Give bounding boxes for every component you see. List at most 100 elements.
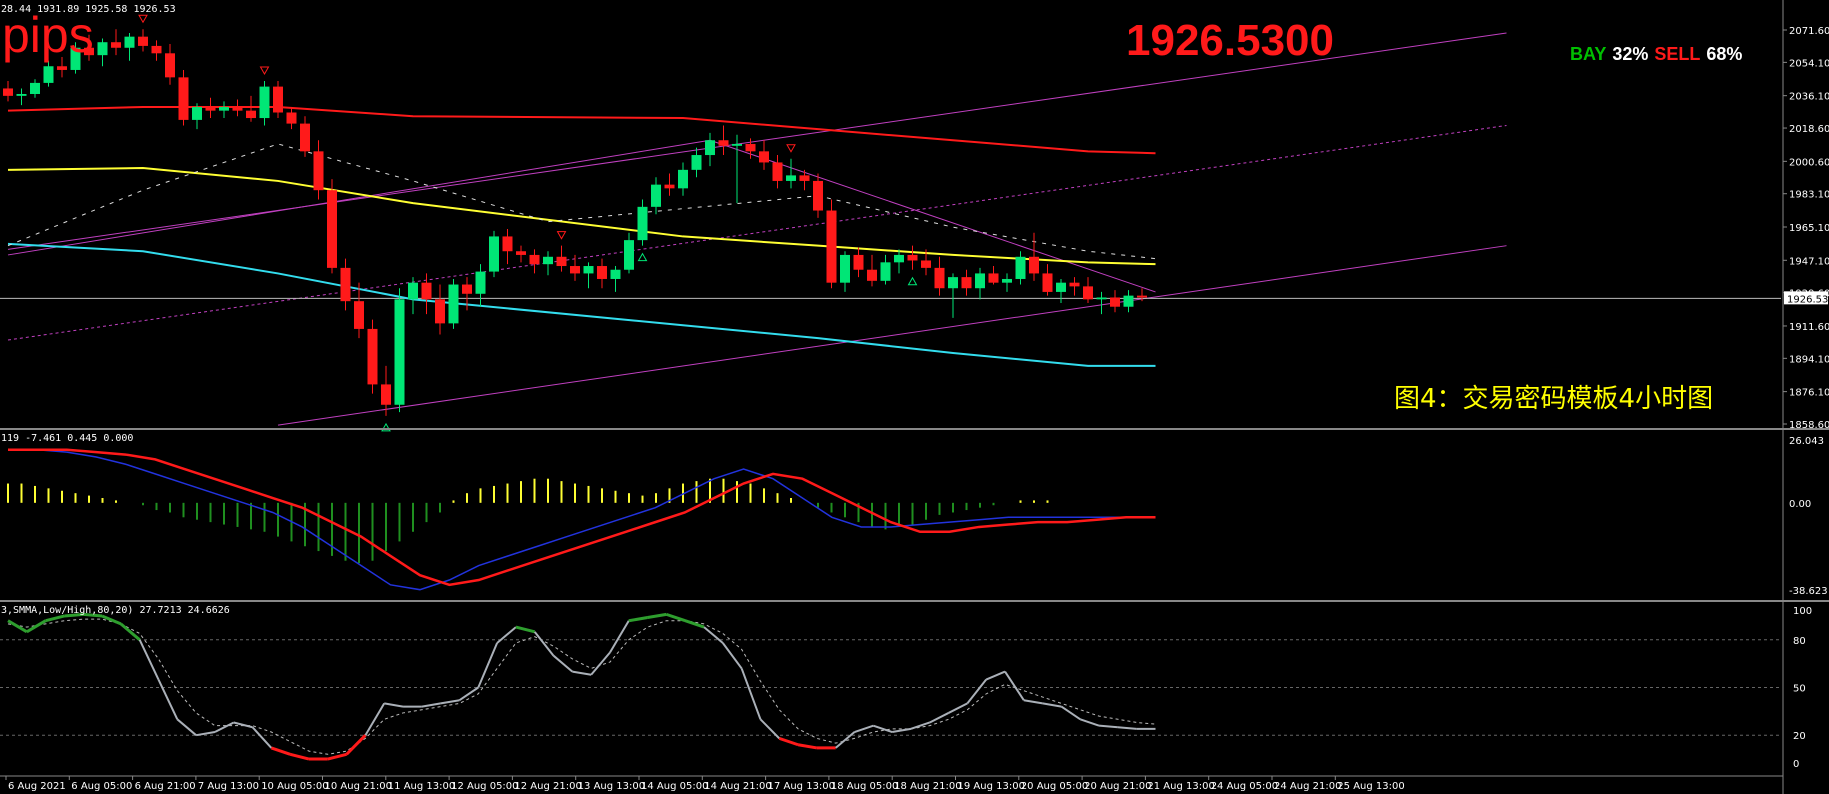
candle: [583, 262, 594, 289]
candle-body: [1069, 282, 1080, 287]
candle-body: [516, 251, 526, 255]
candle-body: [408, 282, 418, 300]
candle: [894, 249, 904, 274]
candle: [124, 32, 135, 61]
candle: [327, 179, 337, 274]
price-tick-label: 1876.10: [1789, 388, 1829, 399]
candle: [1056, 278, 1066, 304]
sell-pct: 68%: [1706, 44, 1743, 64]
current-price-box: [1784, 291, 1828, 305]
time-tick-label: 14 Aug 21:00: [704, 781, 771, 792]
current-price-tag: 1926.53: [1787, 294, 1828, 305]
bay-label: BAY: [1570, 44, 1607, 64]
candle: [205, 97, 216, 119]
stoch-main-segment: [1117, 726, 1137, 730]
candle-body: [435, 299, 445, 324]
candle: [300, 116, 310, 157]
candle-body: [273, 86, 283, 113]
stoch-main-segment: [854, 724, 874, 733]
time-tick-label: 6 Aug 21:00: [135, 781, 196, 792]
stoch-main-segment: [83, 612, 103, 618]
price-axis: 2071.60 2054.10 2036.10 2018.60 2000.60 1983.…: [1783, 26, 1829, 770]
candle-body: [556, 256, 567, 267]
macd-tick-label: -38.623: [1789, 586, 1828, 597]
stoch-main-segment: [891, 727, 912, 734]
candle-body: [651, 184, 661, 207]
candle: [799, 169, 810, 191]
stoch-main-segment: [64, 612, 84, 618]
stoch-main-segment: [1098, 724, 1118, 729]
candle-body: [637, 206, 648, 241]
time-tick-label: 11 Aug 13:00: [388, 781, 455, 792]
time-tick-label: 13 Aug 13:00: [578, 781, 645, 792]
candle-body: [786, 175, 796, 181]
candle: [165, 44, 175, 85]
stoch-main-segment: [929, 712, 950, 724]
stoch-main-segment: [797, 743, 818, 750]
candle-body: [921, 260, 931, 268]
candle: [745, 138, 756, 159]
stoch-main-segment: [572, 670, 592, 676]
candle: [664, 173, 675, 196]
candle-body: [286, 112, 297, 124]
candle: [759, 140, 769, 170]
candle-body: [799, 175, 810, 181]
stoch-tick-label: 80: [1793, 636, 1806, 647]
price-tick-label: 2036.10: [1789, 92, 1829, 103]
time-tick-label: 17 Aug 13:00: [768, 781, 835, 792]
candle: [1042, 264, 1053, 296]
candle: [853, 247, 864, 278]
candle: [1083, 277, 1093, 304]
macd-panel: [7, 448, 1156, 591]
price-panel: [0, 14, 1781, 432]
stoch-main-segment: [45, 614, 65, 623]
stochastic-panel: [0, 612, 1781, 761]
candle: [408, 277, 418, 315]
price-info-line: 28.44 1931.89 1925.58 1926.53: [1, 4, 176, 15]
time-tick-label: 24 Aug 21:00: [1274, 781, 1341, 792]
time-tick-label: 10 Aug 05:00: [261, 781, 328, 792]
candle: [462, 277, 472, 311]
stoch-main-segment: [138, 639, 160, 680]
stoch-signal-line: [7, 618, 1156, 755]
candle: [651, 177, 661, 215]
stoch-main-segment: [740, 668, 762, 720]
price-tick-label: 2071.60: [1789, 26, 1829, 37]
price-tick-label: 1983.10: [1789, 190, 1829, 201]
candle: [57, 57, 67, 78]
candle-body: [1002, 278, 1012, 283]
candle: [1002, 273, 1012, 292]
candle: [597, 258, 607, 289]
candle-body: [300, 123, 310, 152]
candle: [97, 38, 108, 67]
candle: [1110, 290, 1120, 313]
stoch-main-segment: [1060, 705, 1081, 721]
time-tick-label: 19 Aug 13:00: [958, 781, 1025, 792]
ma-cyan-line: [7, 242, 1156, 367]
time-tick-label: 25 Aug 13:00: [1337, 781, 1404, 792]
candle-body: [1015, 256, 1026, 279]
time-tick-label: 18 Aug 05:00: [831, 781, 898, 792]
stoch-main-segment: [628, 616, 648, 623]
candle: [880, 254, 891, 285]
candle: [1137, 288, 1147, 302]
bay-pct: 32%: [1612, 44, 1649, 64]
candle: [907, 245, 918, 270]
candle-body: [988, 273, 999, 283]
candle-body: [894, 254, 904, 263]
candle-body: [570, 266, 580, 274]
stoch-main-segment: [458, 686, 479, 702]
channel-diagonal: [7, 139, 1156, 293]
stoch-main-segment: [948, 702, 968, 714]
stoch-main-segment: [722, 642, 743, 670]
candle-body: [354, 301, 364, 329]
candle-body: [1083, 286, 1093, 300]
price-tick-label: 2018.60: [1789, 124, 1829, 135]
candle-body: [610, 269, 621, 279]
macd-tick-label: 0.00: [1789, 499, 1811, 510]
stoch-main-segment: [703, 626, 724, 644]
candle: [961, 269, 972, 296]
candle-body: [3, 88, 13, 96]
stoch-main-segment: [552, 654, 573, 673]
